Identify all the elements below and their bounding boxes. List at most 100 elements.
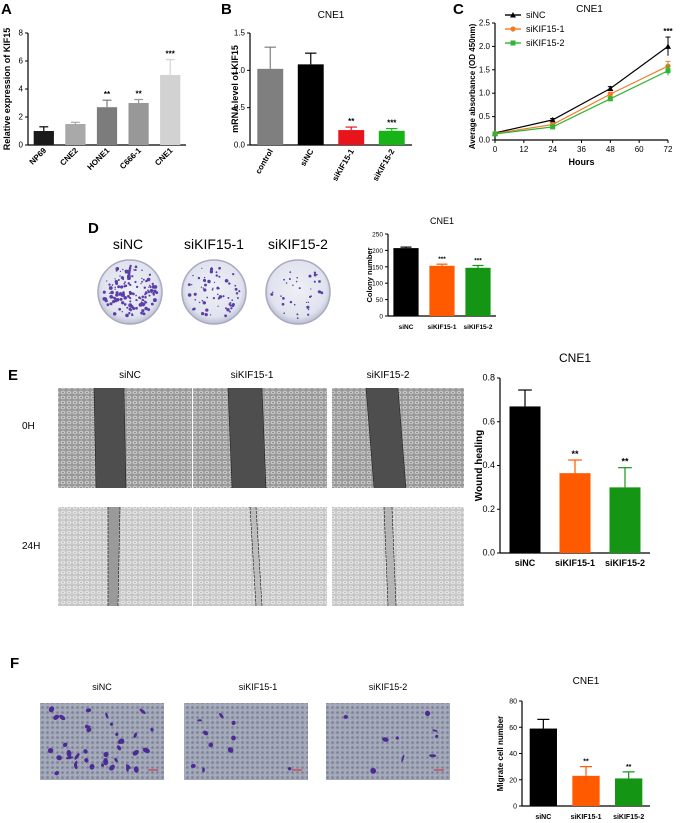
colony [109,292,111,294]
colony [285,282,288,284]
migrated-cell [219,712,224,719]
significance-label: ** [135,90,142,99]
colony [210,267,213,269]
migrated-cell [59,714,66,721]
migrated-cell [74,753,80,760]
series-line-sinc [494,45,669,134]
colony [207,279,211,284]
colony [128,312,131,315]
y-tick-label: 0.0 [482,548,495,558]
migrated-cell [197,719,203,722]
colony [228,282,231,285]
colony [145,301,148,304]
colony [218,266,221,270]
significance-label: *** [387,119,397,128]
colony [151,285,156,289]
x-tick-label: siKIF15-1 [555,558,595,568]
migrated-cell [103,758,109,766]
bar-sikif15-2 [378,130,405,145]
migrated-cell [53,714,60,720]
colony [118,307,122,311]
migrated-cell [84,758,89,763]
chart-title: CNE1 [430,216,454,226]
x-tick-label: 72 [664,145,673,154]
colony [215,274,218,277]
data-point [492,131,498,137]
y-tick-label: 80 [509,699,517,706]
colony [201,299,204,302]
colony [307,309,310,311]
colony [123,282,126,285]
colony [234,284,237,287]
y-tick-label: 0 [19,141,24,150]
panel-label-a: A [1,1,12,18]
colony [232,272,235,276]
x-tick-label: siNC [399,324,414,331]
migrated-cell [133,766,139,773]
y-tick-label: 150 [372,264,383,271]
colony [212,287,214,290]
colony [143,302,146,305]
wound-col-label-sikif15-1: siKIF15-1 [230,370,274,381]
colony [112,312,117,316]
bar-sinc [393,248,419,316]
migrated-cell [85,708,92,713]
migrated-cell [89,764,95,770]
colony [115,293,119,297]
colony [140,301,143,303]
wound-photo-sinc-24h [58,506,192,607]
transwell-label-sikif15-1: siKIF15-1 [238,682,278,692]
colony [132,307,134,310]
colony [200,311,205,316]
colony [127,282,131,285]
y-tick-label: 60 [509,725,517,732]
colony [235,292,239,295]
colony [141,295,145,299]
colony [203,288,207,292]
colony [119,297,123,301]
colony [231,299,234,302]
colony [134,280,137,284]
colony [270,292,274,296]
legend-label: siKIF15-1 [526,24,565,34]
wound-row-label-24h: 24H [22,541,41,552]
colony [209,267,214,271]
colony [108,283,111,286]
panel-label-c: C [453,1,464,18]
x-tick-label: siKIF15-2 [613,814,644,821]
bar-sikif15-2 [615,778,643,806]
colony [215,271,218,274]
bar-c666-1 [128,103,149,145]
colony [289,300,293,304]
migrated-cell [105,712,109,719]
migrated-cell [203,730,209,736]
colony [197,276,201,280]
colony [138,303,143,307]
colony [121,311,123,313]
significance-label: *** [663,27,673,36]
migrated-cell [432,729,438,732]
colony [293,303,296,306]
colony [150,291,152,294]
bar-sikif15-1 [559,473,591,553]
colony [147,290,151,294]
colony [202,278,207,282]
x-tick-label: 0 [493,145,498,154]
colony [222,295,225,298]
x-tick-label: siKIF15-1 [428,324,457,331]
colony [140,282,142,285]
colony [296,276,298,279]
colony [149,284,151,287]
migrated-cell [118,738,125,744]
colony [128,266,132,270]
dish-label-sikif15-2: siKIF15-2 [268,236,328,252]
colony [108,286,113,290]
bar-cne1 [160,75,181,145]
y-tick-label: 1.5 [234,29,246,38]
colony [216,293,219,296]
dish-sinc [97,259,163,325]
colony [125,313,129,318]
